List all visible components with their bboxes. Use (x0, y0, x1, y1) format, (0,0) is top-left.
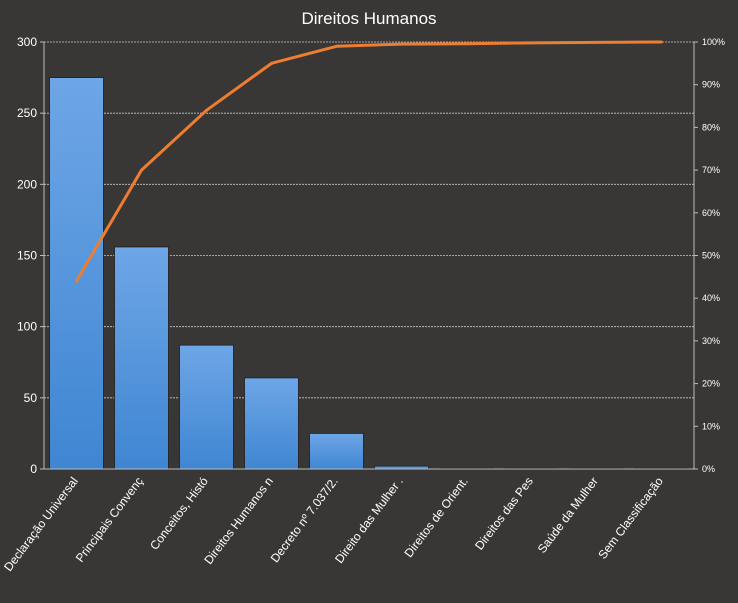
axes (40, 41, 698, 470)
y2-tick-label: 40% (702, 293, 720, 303)
y-tick-label: 150 (17, 249, 37, 263)
y2-tick-label: 0% (702, 464, 715, 474)
y2-axis-ticks: 0% 10% 20% 30% 40% 50% 60% 70% 80% 90% 100% (702, 37, 725, 474)
bar (49, 77, 104, 470)
y2-tick-label: 100% (702, 37, 725, 47)
y2-tick-label: 30% (702, 336, 720, 346)
cumulative-point (595, 41, 598, 44)
x-tick-label: Conceitos, Histó (147, 474, 211, 552)
cumulative-point (660, 40, 663, 44)
cumulative-point (75, 279, 78, 283)
bar (114, 246, 169, 470)
y2-tick-label: 90% (702, 80, 720, 90)
bar (179, 344, 234, 470)
y2-tick-label: 60% (702, 208, 720, 218)
cumulative-point (335, 44, 338, 48)
y2-tick-label: 80% (702, 122, 720, 132)
cumulative-point (530, 41, 533, 45)
y-tick-label: 300 (17, 35, 37, 49)
cumulative-point (400, 42, 403, 46)
cumulative-point (140, 168, 143, 172)
y2-tick-label: 50% (702, 251, 720, 261)
y2-tick-label: 70% (702, 165, 720, 175)
cumulative-point (465, 42, 468, 46)
bar (244, 377, 299, 470)
y-tick-label: 100 (17, 320, 37, 334)
x-tick-label: Direito das Mulher . (332, 474, 406, 566)
x-tick-label: Sem Classificação (595, 474, 666, 562)
y-tick-label: 0 (30, 462, 37, 476)
x-tick-label: Direitos Humanos n (201, 474, 276, 567)
y-axis-ticks: 0 50 100 150 200 250 300 (17, 35, 37, 476)
cumulative-line-path (75, 40, 662, 282)
y-tick-label: 250 (17, 106, 37, 120)
x-tick-label: Saúde da Mulher (535, 474, 601, 555)
chart-title: Direitos Humanos (301, 9, 436, 28)
y-tick-label: 50 (24, 391, 38, 405)
x-tick-label: Direitos das Pes (472, 474, 536, 552)
cumulative-line (75, 40, 663, 283)
x-tick-label: Decreto nº 7.037/2. (268, 474, 341, 565)
x-tick-label: Declaração Universal (1, 474, 81, 574)
y-tick-label: 200 (17, 177, 37, 191)
bars (49, 77, 689, 470)
cumulative-point (270, 61, 273, 65)
x-tick-label: Direitos de Orient. (402, 474, 471, 560)
cumulative-point (205, 108, 208, 112)
y2-tick-label: 10% (702, 421, 720, 431)
y2-tick-label: 20% (702, 379, 720, 389)
x-tick-label: Principais Convenç (73, 474, 146, 564)
bar (309, 433, 364, 470)
